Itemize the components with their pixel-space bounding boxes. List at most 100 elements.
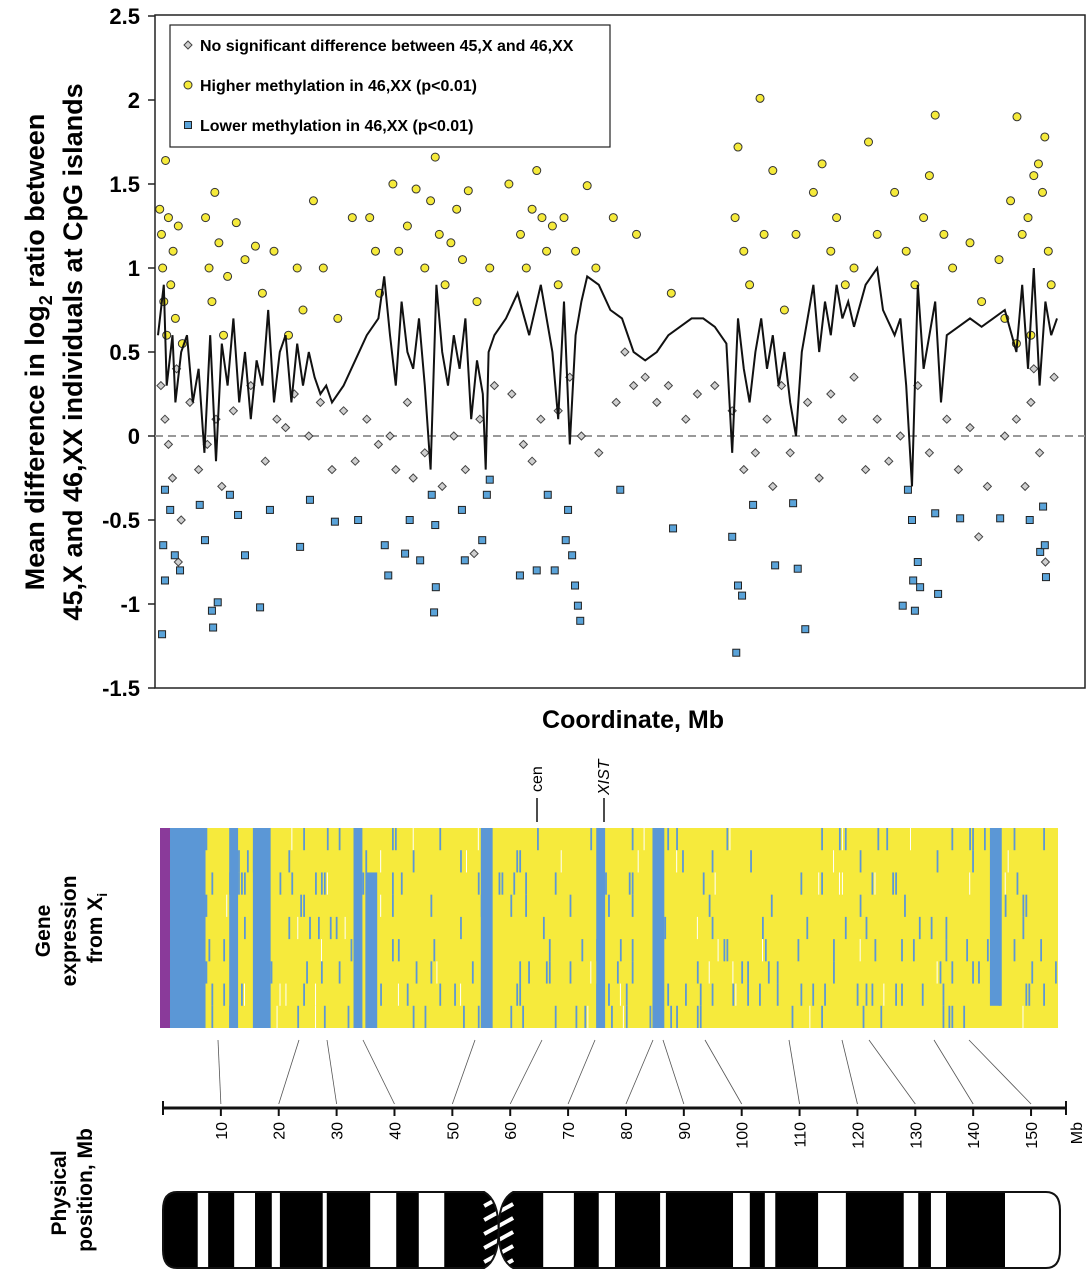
heatmap-cell [608,983,610,1006]
nonsig-point [280,422,291,433]
heatmap-cell [833,939,835,962]
heatmap-cell [1055,961,1057,984]
lower-point [910,606,919,615]
heatmap-cell [244,916,246,940]
heatmap-cell [415,961,418,984]
nonsig-point [362,414,372,424]
chromosome-band [197,1192,209,1268]
y-tick-label: 2 [128,88,140,113]
nonsig-point [849,372,859,382]
heatmap-cell [821,872,823,895]
heatmap-cell [545,961,548,984]
lower-point [996,514,1005,523]
nonsig-point [420,448,430,458]
higher-point [170,313,180,323]
lower-point [460,556,469,565]
higher-point [1040,132,1050,142]
heatmap-cell [821,828,823,851]
heatmap-cell [525,872,527,895]
heatmap-cell [969,828,971,851]
heatmap-cell [682,850,684,873]
heatmap-gap [477,828,479,851]
heatmap-cell [732,983,735,1006]
heatmap-gap [1007,850,1009,873]
nonsig-point [640,372,650,382]
heatmap-cell [625,983,628,1006]
heatmap-cell [616,961,619,984]
higher-point [1038,187,1047,197]
heatmap-cell [871,983,874,1006]
chromosome-band [660,1192,666,1268]
nonsig-point [518,439,529,450]
heatmap-cell [246,850,249,873]
heatmap-cell [211,872,214,895]
lower-point [213,598,222,607]
lower-point [195,500,204,509]
heatmap-cell [1013,939,1016,962]
heatmap-band [596,828,606,1028]
higher-point [472,297,482,307]
higher-point [608,213,618,223]
lower-point [485,475,494,484]
heatmap-cell [303,894,305,917]
lower-point [734,581,742,590]
heatmap-cell [223,939,226,962]
heatmap-cell [726,828,729,851]
nonsig-point [408,473,418,483]
lower-point [532,566,541,575]
heatmap-cell [871,872,874,895]
heatmap-cell [892,872,895,895]
heatmap-cell [1022,916,1025,940]
heatmap-gap [643,828,645,851]
higher-point [223,271,233,281]
heatmap-cell [921,983,924,1006]
heatmap-gap [676,850,678,873]
lower-point [234,510,243,519]
heatmap-gap [841,872,843,895]
heatmap-gap [714,872,716,895]
nonsig-point [167,473,178,483]
heatmap-gap [883,983,885,1006]
annotation-xist: XIST [596,758,613,822]
moving-average-line [157,265,1058,487]
lower-point [330,517,339,526]
heatmap-cell [723,939,726,962]
connector-line [704,1039,743,1105]
nonsig-point [785,448,795,458]
lower-point [158,630,167,639]
heatmap-cell [303,828,305,851]
higher-point [939,229,949,239]
heatmap-gap [412,828,414,851]
higher-point [930,110,940,120]
chromosome-band [543,1192,574,1268]
heatmap-cell [1004,894,1007,917]
nonsig-point [965,422,975,433]
lower-point [728,532,737,541]
heatmap-cell [628,872,631,895]
heatmap-cell [406,983,409,1006]
heatmap-cell [575,1005,578,1028]
higher-point [666,288,676,298]
heatmap-cell [516,983,519,1006]
heatmap-gap [344,916,346,940]
physical-position-axis: 10 20 30 40 50 60 70 80 90 100 110 120 130 140 150 Mb [162,1101,1086,1149]
heatmap-cell [631,961,634,984]
heatmap-cell [362,872,365,895]
heatmap-cell [297,1005,300,1028]
heatmap-cell [519,983,522,1006]
axis-tick-label: 40 [387,1122,404,1140]
heatmap-cell [323,1005,326,1028]
heatmap-cell [856,983,859,1006]
nonsig-point [953,464,964,475]
lower-point [738,591,747,600]
heatmap-gap [874,872,876,895]
nonsig-point [576,431,587,441]
lower-point [160,485,169,494]
nonsig-point [1040,557,1051,567]
heatmap-gap [708,961,710,984]
heatmap-cell [966,939,969,962]
higher-point [817,159,827,169]
heatmap-gap [969,872,971,895]
heatmap-cell [605,872,607,895]
nonsig-point [594,448,604,458]
